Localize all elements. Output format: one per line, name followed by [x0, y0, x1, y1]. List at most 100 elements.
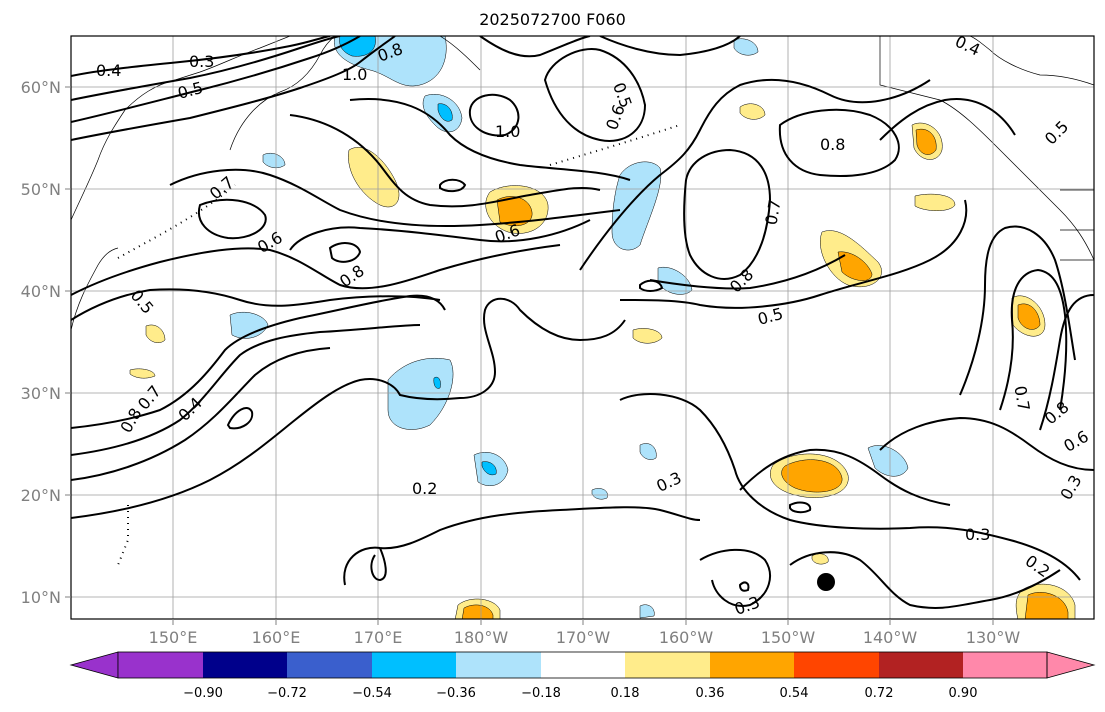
contour-line — [738, 581, 750, 592]
colorbar-tick-label: 0.72 — [865, 686, 894, 701]
colorbar-segment — [963, 652, 1047, 678]
coastlines — [71, 36, 1094, 331]
contour-label: 0.4 — [96, 61, 121, 80]
lat-tick-label: 30°N — [21, 384, 61, 403]
shade-pos — [915, 128, 937, 155]
contour-label: 0.7 — [1010, 384, 1033, 412]
lat-tick-label: 20°N — [21, 486, 61, 505]
contour-line — [71, 347, 331, 481]
lon-tick-label: 170°W — [556, 628, 611, 647]
colorbar-segment — [541, 652, 625, 678]
storm-marker — [817, 573, 835, 591]
lon-tick-label: 140°W — [863, 628, 918, 647]
colorbar-tick-label: −0.18 — [521, 686, 561, 701]
shade-neg — [639, 443, 657, 460]
colorbar-segment — [456, 652, 541, 678]
contour-line — [619, 199, 968, 309]
shade-neg — [229, 311, 269, 339]
shade-pos — [129, 368, 156, 379]
lon-tick-label: 160°E — [252, 628, 301, 647]
shade-neg — [262, 152, 286, 169]
longitude-axis: 150°E 160°E 170°E 180°W 170°W 160°W 150°… — [149, 619, 1021, 647]
shade-pos — [348, 147, 400, 208]
colorbar-tick-label: −0.72 — [267, 686, 307, 701]
contour-line — [71, 36, 396, 141]
contour-line — [1039, 294, 1094, 431]
lon-tick-label: 130°W — [966, 628, 1021, 647]
colorbar-segment — [794, 652, 879, 678]
shade-neg — [657, 266, 693, 295]
colorbar-tick-label: 0.36 — [696, 686, 725, 701]
colorbar-tick-label: −0.54 — [352, 686, 392, 701]
contour-line — [699, 548, 771, 607]
shade-pos — [914, 193, 956, 211]
contour-label: 1.0 — [342, 65, 367, 84]
shade-pos — [461, 604, 494, 619]
contour-line — [71, 36, 331, 77]
contour-lines — [71, 36, 1094, 609]
contour-line — [169, 168, 621, 228]
map-area — [71, 36, 1094, 619]
contour-label: 0.8 — [820, 135, 845, 154]
contour-line — [789, 551, 1061, 609]
colorbar-tick-label: −0.36 — [436, 686, 476, 701]
contour-line — [71, 324, 421, 456]
contour-line — [71, 36, 341, 101]
contour-line — [71, 294, 446, 429]
contour-line — [683, 148, 772, 280]
contour-line — [468, 93, 520, 137]
shade-pos — [781, 459, 843, 493]
shade-neg — [437, 103, 453, 122]
colorbar-tick-label: −0.90 — [183, 686, 223, 701]
shade-neg — [481, 461, 497, 476]
contour-line — [999, 268, 1068, 411]
contour-line — [71, 36, 361, 123]
contour-line — [639, 279, 664, 292]
shade-pos — [1017, 303, 1041, 330]
lon-tick-label: 150°E — [149, 628, 198, 647]
shade-pos — [632, 328, 663, 344]
colorbar-segment — [625, 652, 710, 678]
lon-tick-label: 180°W — [454, 628, 509, 647]
shade-pos — [739, 103, 766, 120]
shade-neg — [433, 376, 441, 389]
contour-label: 0.3 — [189, 52, 214, 71]
lon-tick-label: 160°W — [659, 628, 714, 647]
contour-line — [439, 178, 467, 193]
colorbar-segment — [710, 652, 794, 678]
colorbar-segment — [203, 652, 287, 678]
contour-line — [879, 416, 1094, 471]
shade-pos — [496, 196, 533, 227]
shade-neg — [339, 36, 376, 57]
shade-neg — [639, 604, 655, 619]
contour-line — [599, 36, 741, 57]
colorbar-segment — [287, 652, 372, 678]
shade-pos — [837, 251, 873, 281]
contour-line — [197, 198, 267, 240]
lat-tick-label: 40°N — [21, 282, 61, 301]
colorbar-segment — [372, 652, 456, 678]
lon-tick-label: 170°E — [354, 628, 403, 647]
colorbar-tick-label: 0.54 — [780, 686, 809, 701]
contour-label: 1.0 — [495, 122, 520, 141]
colorbar-extend-low — [69, 651, 119, 679]
contour-line — [343, 506, 701, 586]
shade-pos — [145, 324, 166, 343]
contour-line — [71, 288, 441, 321]
shade-neg — [591, 488, 608, 500]
colorbar-tick-label: 0.90 — [949, 686, 978, 701]
shade-neg — [733, 38, 759, 56]
contour-label: 0.7 — [761, 198, 784, 226]
colorbar-segment — [118, 652, 203, 678]
contour-line — [778, 108, 900, 178]
lat-tick-label: 50°N — [21, 180, 61, 199]
contour-line — [579, 78, 931, 271]
contour-line — [328, 242, 362, 263]
colorbar-segment — [879, 652, 963, 678]
contour-line — [619, 393, 1081, 581]
contour-line — [289, 114, 601, 208]
contour-line — [71, 244, 561, 296]
contour-line — [289, 219, 591, 251]
contour-line — [479, 36, 591, 58]
